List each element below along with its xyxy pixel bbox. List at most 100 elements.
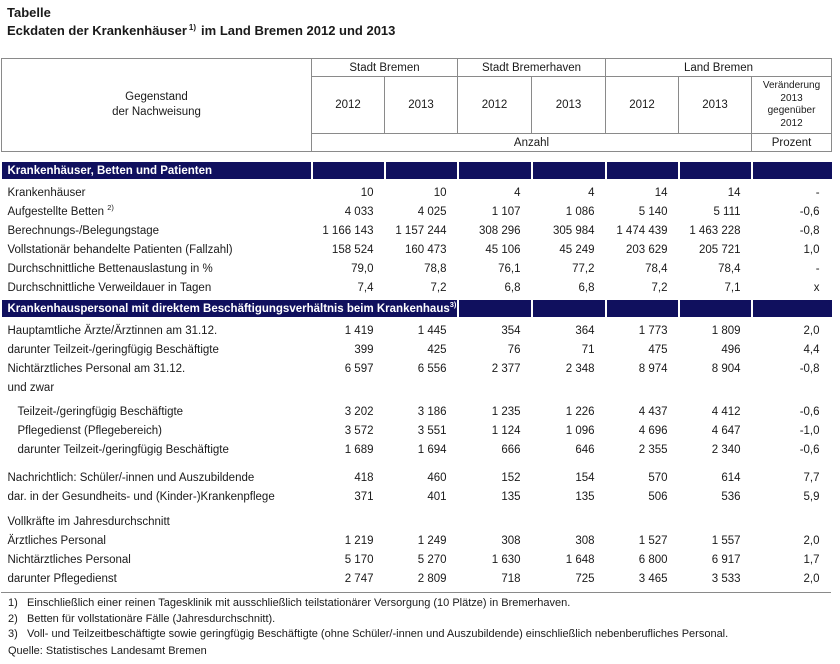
cell-value: 2 809 bbox=[417, 572, 447, 585]
row-label: dar. in der Gesundheits- und (Kinder-)Kr… bbox=[7, 490, 275, 503]
row-label: Krankenhäuser bbox=[7, 186, 86, 199]
cell-value: 364 bbox=[575, 324, 595, 337]
cell-value: 371 bbox=[354, 490, 374, 503]
cell-value bbox=[752, 378, 832, 397]
cell-value: 1 166 143 bbox=[322, 224, 374, 237]
cell-value: 3 533 bbox=[711, 572, 741, 585]
cell-value: 1 809 bbox=[711, 324, 741, 337]
cell-value: 425 bbox=[427, 343, 447, 356]
cell-value: 6 556 bbox=[417, 362, 447, 375]
cell-value: 4 437 bbox=[638, 405, 668, 418]
cell-value: 1 773 bbox=[638, 324, 668, 337]
cell-value: 5 111 bbox=[713, 205, 741, 218]
cell-value: 7,2 bbox=[651, 281, 668, 294]
cell-value: 76,1 bbox=[498, 262, 521, 275]
cell-value bbox=[312, 512, 385, 531]
unit-header-row: Anzahl Prozent bbox=[2, 133, 833, 152]
row-label: Vollkräfte im Jahresdurchschnitt bbox=[7, 515, 170, 528]
cell-value: 1 474 439 bbox=[616, 224, 668, 237]
table-row: Teilzeit-/geringfügig Beschäftigte 3 202 3… bbox=[2, 402, 832, 421]
row-label: Aufgestellte Betten 2) bbox=[7, 202, 114, 218]
cell-value: 45 249 bbox=[559, 243, 595, 256]
group-header-stadt-bremen: Stadt Bremen bbox=[310, 58, 459, 77]
cell-value: 7,7 bbox=[803, 471, 820, 484]
cell-value: 205 721 bbox=[698, 243, 741, 256]
year-header: 2012 bbox=[311, 76, 385, 134]
cell-value: -0,8 bbox=[799, 362, 820, 375]
cell-value: 78,4 bbox=[645, 262, 668, 275]
footnote-text: Betten für vollstationäre Fälle (Jahresd… bbox=[27, 612, 276, 625]
cell-value: 203 629 bbox=[625, 243, 668, 256]
cell-value: 2,0 bbox=[803, 324, 820, 337]
section-band-cell bbox=[530, 300, 606, 317]
footnote-line: 3) Voll- und Teilzeitbeschäftigte sowie g… bbox=[1, 627, 831, 643]
cell-value: 401 bbox=[427, 490, 447, 503]
cell-value: 6,8 bbox=[578, 281, 595, 294]
section-band-cell bbox=[456, 300, 532, 317]
table-row: Hauptamtliche Ärzte/Ärztinnen am 31.12. 1… bbox=[2, 321, 832, 340]
cell-value: 308 bbox=[575, 534, 595, 547]
year-header: 2013 bbox=[531, 76, 607, 134]
cell-value: 1 107 bbox=[491, 205, 521, 218]
cell-value bbox=[606, 378, 679, 397]
row-label: darunter Teilzeit-/geringfügig Beschäfti… bbox=[17, 443, 229, 456]
cell-value: 160 473 bbox=[404, 243, 447, 256]
footnotes: 1) Einschließlich einer reinen Tagesklini… bbox=[1, 592, 831, 659]
footnote-line: 2) Betten für vollstationäre Fälle (Jahre… bbox=[1, 612, 831, 628]
cell-value: 614 bbox=[721, 471, 741, 484]
cell-value: 1 694 bbox=[417, 443, 447, 456]
cell-value: 8 904 bbox=[711, 362, 741, 375]
year-header: 2012 bbox=[457, 76, 533, 134]
cell-value: 1 557 bbox=[711, 534, 741, 547]
table-row: darunter Pflegedienst 2 747 2 809 718 725 3 4… bbox=[2, 569, 832, 588]
table-row: Nichtärztliches Personal am 31.12. 6 597 6… bbox=[2, 359, 832, 378]
cell-value: 3 465 bbox=[638, 572, 668, 585]
spacer-row bbox=[2, 152, 832, 163]
cell-value: 7,2 bbox=[430, 281, 447, 294]
title-main: Eckdaten der Krankenhäuser bbox=[7, 23, 187, 38]
row-label: Teilzeit-/geringfügig Beschäftigte bbox=[17, 405, 184, 418]
table-row: Aufgestellte Betten 2) 4 033 4 025 1 107 1 0… bbox=[2, 202, 832, 221]
cell-value: 6 917 bbox=[711, 553, 741, 566]
table-header: Gegenstand der Nachweisung Stadt Bremen … bbox=[1, 58, 833, 152]
row-label: Durchschnittliche Verweildauer in Tagen bbox=[7, 281, 212, 294]
cell-value: 8 974 bbox=[638, 362, 668, 375]
cell-value: 2 747 bbox=[344, 572, 374, 585]
cell-value: - bbox=[815, 186, 820, 199]
spacer-cell bbox=[2, 459, 832, 468]
footnote-text: Voll- und Teilzeitbeschäftigte sowie ger… bbox=[27, 628, 729, 640]
cell-value: 154 bbox=[575, 471, 595, 484]
row-label: Pflegedienst (Pflegebereich) bbox=[17, 424, 162, 437]
cell-value: 135 bbox=[501, 490, 521, 503]
row-label: Ärztliches Personal bbox=[7, 534, 106, 547]
cell-value: 570 bbox=[648, 471, 668, 484]
spacer-row bbox=[2, 459, 832, 468]
cell-value: 2 355 bbox=[638, 443, 668, 456]
cell-value: 1 086 bbox=[565, 205, 595, 218]
cell-value: 7,1 bbox=[724, 281, 741, 294]
cell-value: 1 219 bbox=[344, 534, 374, 547]
cell-value bbox=[532, 512, 606, 531]
cell-value: 5 170 bbox=[344, 553, 374, 566]
section-band-cell bbox=[677, 300, 752, 317]
cell-value: 4 025 bbox=[417, 205, 447, 218]
cell-value bbox=[679, 512, 752, 531]
footnote-ref: 3) bbox=[449, 299, 457, 309]
row-label: Nichtärztliches Personal bbox=[7, 553, 131, 566]
footnote-line: 1) Einschließlich einer reinen Tagesklini… bbox=[1, 596, 831, 612]
row-label: Berechnungs-/Belegungstage bbox=[7, 224, 160, 237]
stats-table: Gegenstand der Nachweisung Stadt Bremen … bbox=[1, 58, 833, 588]
table-row: und zwar bbox=[2, 378, 832, 397]
cell-value: 418 bbox=[354, 471, 374, 484]
cell-value: 4 696 bbox=[638, 424, 668, 437]
cell-value: 646 bbox=[575, 443, 595, 456]
table-row: Pflegedienst (Pflegebereich) 3 572 3 551 1 … bbox=[2, 421, 832, 440]
cell-value: 1 157 244 bbox=[395, 224, 447, 237]
change-header: Veränderung 2013 gegenüber 2012 bbox=[751, 76, 833, 134]
unit-anzahl: Anzahl bbox=[310, 133, 753, 152]
section-band: Krankenhäuser, Betten und Patienten bbox=[1, 162, 832, 179]
cell-value: -0,6 bbox=[799, 443, 820, 456]
table-row: Vollstationär behandelte Patienten (Fall… bbox=[2, 240, 832, 259]
footnote-ref: 2) bbox=[107, 202, 114, 212]
cell-value bbox=[458, 378, 532, 397]
